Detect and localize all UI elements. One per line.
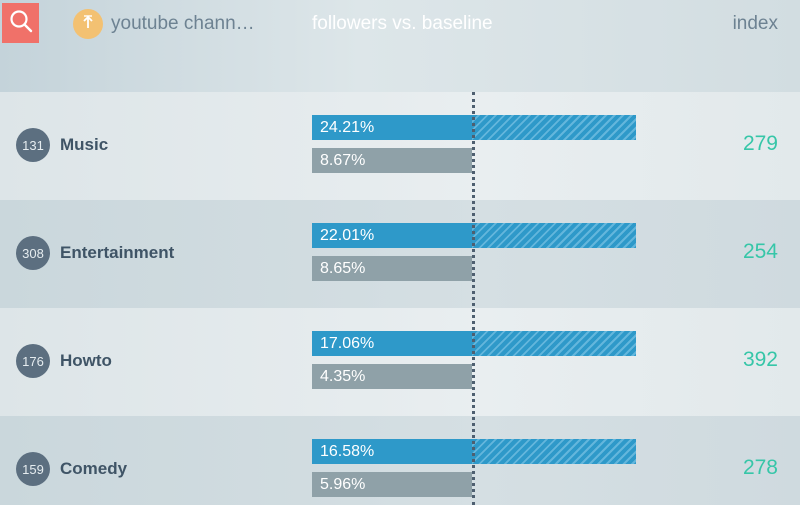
rank-badge: 176: [16, 344, 50, 378]
sort-up-icon: [79, 13, 97, 36]
index-value: 254: [742, 240, 778, 263]
channel-row[interactable]: 308 Entertainment 22.01% 8.65% 254: [0, 200, 800, 308]
index-column-header[interactable]: index: [732, 13, 778, 34]
followers-excess-bar: [472, 331, 636, 356]
followers-bar: 22.01%: [312, 223, 472, 248]
channel-name[interactable]: Comedy: [60, 459, 128, 478]
channel-row[interactable]: 131 Music 24.21% 8.67% 279: [0, 92, 800, 200]
rank-badge: 159: [16, 452, 50, 486]
followers-excess-bar: [472, 223, 636, 248]
followers-bar: 24.21%: [312, 115, 472, 140]
baseline-bar: 4.35%: [312, 364, 472, 389]
sort-button[interactable]: [73, 9, 103, 39]
rank-badge: 308: [16, 236, 50, 270]
channel-column-header[interactable]: youtube chann…: [111, 13, 255, 34]
search-button[interactable]: [2, 3, 39, 43]
header-bar: youtube chann… followers vs. baseline in…: [0, 0, 800, 92]
followers-bar: 17.06%: [312, 331, 472, 356]
baseline-bar: 5.96%: [312, 472, 472, 497]
metric-column-header[interactable]: followers vs. baseline: [312, 13, 493, 34]
followers-excess-bar: [472, 115, 636, 140]
channel-name[interactable]: Entertainment: [60, 243, 175, 262]
index-value: 279: [742, 132, 778, 155]
index-value: 278: [742, 456, 778, 479]
channel-row[interactable]: 176 Howto 17.06% 4.35% 392: [0, 308, 800, 416]
rank-badge: 131: [16, 128, 50, 162]
channel-name[interactable]: Music: [60, 135, 109, 154]
followers-bar: 16.58%: [312, 439, 472, 464]
followers-excess-bar: [472, 439, 636, 464]
channel-name[interactable]: Howto: [60, 351, 112, 370]
index-value: 392: [742, 348, 778, 371]
baseline-bar: 8.67%: [312, 148, 472, 173]
search-icon: [8, 8, 34, 39]
channel-row[interactable]: 159 Comedy 16.58% 5.96% 278: [0, 416, 800, 505]
baseline-bar: 8.65%: [312, 256, 472, 281]
baseline-marker: [472, 92, 475, 505]
